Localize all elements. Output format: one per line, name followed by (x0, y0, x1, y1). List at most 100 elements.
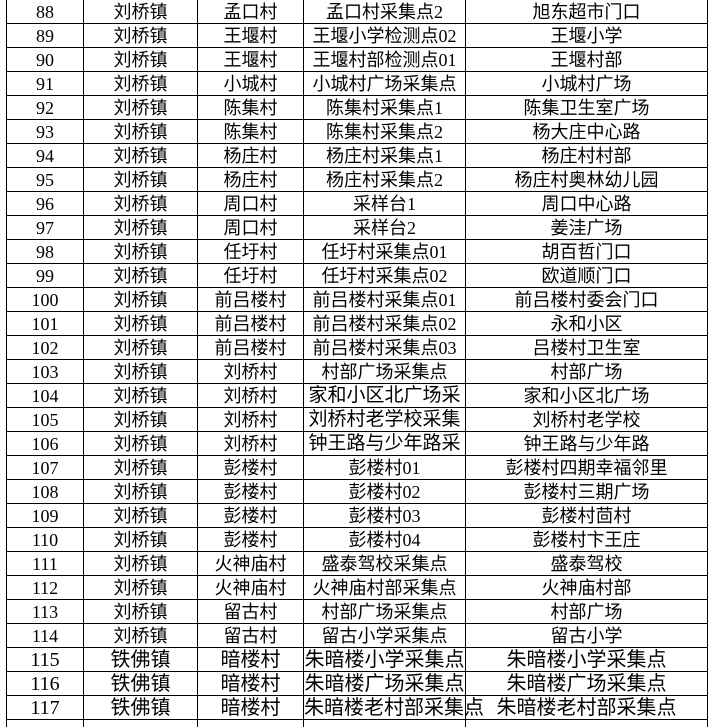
cell-village[interactable]: 孟口村 (198, 0, 304, 24)
cell-town[interactable]: 刘桥镇 (84, 264, 198, 288)
cell-no[interactable]: 104 (7, 384, 84, 408)
cell-location[interactable]: 钟王路与少年路 (466, 432, 708, 456)
cell-town[interactable]: 刘桥镇 (84, 576, 198, 600)
cell-town[interactable]: 刘桥镇 (84, 312, 198, 336)
cell-location[interactable]: 火神庙村部 (466, 576, 708, 600)
cell-village[interactable]: 留古村 (198, 600, 304, 624)
cell-no[interactable]: 102 (7, 336, 84, 360)
cell-village[interactable]: 小城村 (198, 72, 304, 96)
cell-town[interactable]: 刘桥镇 (84, 24, 198, 48)
cell-location[interactable]: 盛泰驾校 (466, 552, 708, 576)
cell-village[interactable]: 王堰村 (198, 24, 304, 48)
cell-town[interactable]: 刘桥镇 (84, 360, 198, 384)
cell-town[interactable]: 刘桥镇 (84, 0, 198, 24)
cell-town[interactable]: 刘桥镇 (84, 504, 198, 528)
cell-point[interactable]: 陈集村采集点2 (304, 120, 466, 144)
cell-no[interactable]: 98 (7, 240, 84, 264)
cell-town[interactable]: 刘桥镇 (84, 408, 198, 432)
cell-no[interactable]: 97 (7, 216, 84, 240)
cell-village[interactable]: 彭楼村 (198, 456, 304, 480)
cell-town[interactable]: 刘桥镇 (84, 288, 198, 312)
cell-point[interactable]: 彭楼村04 (304, 528, 466, 552)
cell-village[interactable]: 任圩村 (198, 240, 304, 264)
cell-point[interactable]: 彭楼村01 (304, 456, 466, 480)
cell-point[interactable]: 朱暗楼广场采集点 (304, 672, 466, 696)
cell-no[interactable]: 89 (7, 24, 84, 48)
cell-village[interactable]: 彭楼村 (198, 528, 304, 552)
cell-location[interactable]: 吕楼村卫生室 (466, 336, 708, 360)
cell-town[interactable]: 刘桥镇 (84, 168, 198, 192)
cell-no[interactable]: 94 (7, 144, 84, 168)
cell-location[interactable]: 彭楼村三期广场 (466, 480, 708, 504)
cell-no[interactable]: 115 (7, 648, 84, 672)
cell-location[interactable]: 刘桥村老学校 (466, 408, 708, 432)
cell-point[interactable]: 采样台1 (304, 192, 466, 216)
cell-location[interactable]: 小城村广场 (466, 72, 708, 96)
cell-village[interactable]: 前吕楼村 (198, 288, 304, 312)
cell-town[interactable]: 刘桥镇 (84, 192, 198, 216)
cell-village[interactable]: 周口村 (198, 216, 304, 240)
cell-no[interactable]: 105 (7, 408, 84, 432)
cell-location[interactable]: 彭楼村四期幸福邻里 (466, 456, 708, 480)
cell-location[interactable]: 姜洼广场 (466, 216, 708, 240)
cell-location[interactable]: 村部广场 (466, 360, 708, 384)
cell-no[interactable]: 92 (7, 96, 84, 120)
cell-location[interactable]: 朱暗楼广场采集点 (466, 672, 708, 696)
cell-no[interactable]: 116 (7, 672, 84, 696)
cell-town[interactable]: 铁佛镇 (84, 696, 198, 720)
cell-village[interactable]: 王堰村 (198, 48, 304, 72)
cell-location[interactable]: 家和小区北广场 (466, 384, 708, 408)
cell-point[interactable]: 前吕楼村采集点01 (304, 288, 466, 312)
cell-location[interactable]: 彭楼村茴村 (466, 504, 708, 528)
cell-point[interactable]: 前吕楼村采集点02 (304, 312, 466, 336)
cell-village[interactable]: 前吕楼村 (198, 312, 304, 336)
cell-no[interactable]: 117 (7, 696, 84, 720)
cell-location[interactable]: 村部广场 (466, 600, 708, 624)
cell-town[interactable]: 刘桥镇 (84, 552, 198, 576)
cell-no[interactable]: 99 (7, 264, 84, 288)
cell-point[interactable]: 盛泰驾校采集点 (304, 552, 466, 576)
cell-point[interactable]: 任圩村采集点02 (304, 264, 466, 288)
cell-no[interactable]: 106 (7, 432, 84, 456)
cell-no[interactable]: 90 (7, 48, 84, 72)
cell-location[interactable]: 胡百哲门口 (466, 240, 708, 264)
cell-no[interactable]: 110 (7, 528, 84, 552)
cell-town[interactable]: 刘桥镇 (84, 480, 198, 504)
cell-no[interactable]: 96 (7, 192, 84, 216)
cell-village[interactable]: 刘桥村 (198, 408, 304, 432)
cell-point[interactable]: 家和小区北广场采 (304, 384, 466, 408)
cell-town[interactable]: 铁佛镇 (84, 672, 198, 696)
cell-point[interactable]: 刘桥村老学校采集 (304, 408, 466, 432)
cell-town[interactable]: 刘桥镇 (84, 624, 198, 648)
cell-point[interactable]: 彭楼村02 (304, 480, 466, 504)
cell-point[interactable]: 王堰村部检测点01 (304, 48, 466, 72)
cell-village[interactable]: 刘桥村 (198, 432, 304, 456)
cell-village[interactable]: 彭楼村 (198, 504, 304, 528)
cell-town[interactable]: 刘桥镇 (84, 72, 198, 96)
cell-no[interactable]: 109 (7, 504, 84, 528)
cell-location[interactable]: 杨大庄中心路 (466, 120, 708, 144)
cell-no[interactable]: 103 (7, 360, 84, 384)
cell-location[interactable]: 周口中心路 (466, 192, 708, 216)
cell-location[interactable]: 朱暗楼老村部采集点 (466, 696, 708, 720)
cell-no[interactable]: 91 (7, 72, 84, 96)
cell-location[interactable]: 前吕楼村委会门口 (466, 288, 708, 312)
cell-point[interactable]: 朱暗楼老村部采集点 (304, 696, 484, 720)
cell-no[interactable]: 114 (7, 624, 84, 648)
cell-point[interactable]: 前吕楼村采集点03 (304, 336, 466, 360)
cell-location[interactable]: 杨庄村村部 (466, 144, 708, 168)
cell-village[interactable]: 彭楼村 (198, 480, 304, 504)
cell-village[interactable]: 杨庄村 (198, 144, 304, 168)
cell-town[interactable]: 刘桥镇 (84, 96, 198, 120)
cell-point[interactable]: 小城村广场采集点 (304, 72, 466, 96)
cell-no[interactable]: 95 (7, 168, 84, 192)
cell-point[interactable]: 钟王路与少年路采 (304, 432, 466, 456)
cell-point[interactable]: 采样台2 (304, 216, 466, 240)
cell-village[interactable]: 暗楼村 (198, 648, 304, 672)
cell-no[interactable]: 93 (7, 120, 84, 144)
cell-location[interactable]: 旭东超市门口 (466, 0, 708, 24)
cell-town[interactable]: 刘桥镇 (84, 432, 198, 456)
cell-no[interactable]: 111 (7, 552, 84, 576)
cell-village[interactable]: 火神庙村 (198, 552, 304, 576)
cell-location[interactable]: 永和小区 (466, 312, 708, 336)
